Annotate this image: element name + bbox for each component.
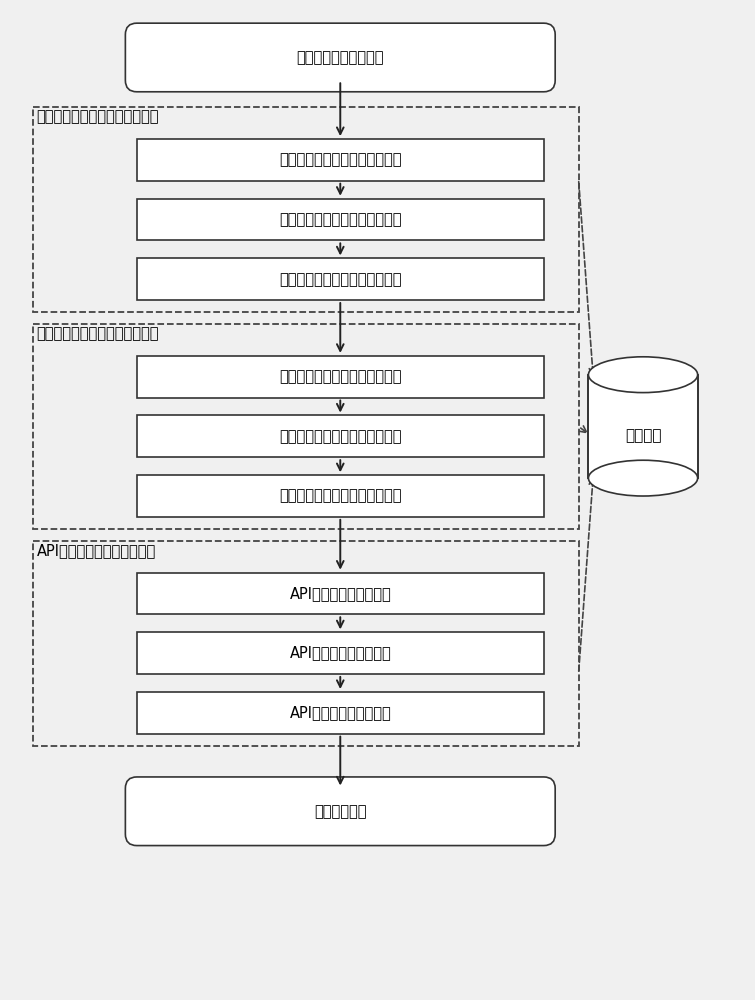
Bar — [32, 324, 578, 529]
Text: API调用层独立规则生成: API调用层独立规则生成 — [289, 586, 391, 601]
Bar — [137, 258, 544, 300]
Bar — [137, 139, 544, 181]
Bar — [137, 692, 544, 734]
Text: 独立基本抽象行为判定规则生成: 独立基本抽象行为判定规则生成 — [279, 369, 402, 384]
Ellipse shape — [588, 357, 698, 393]
FancyBboxPatch shape — [125, 777, 555, 846]
Text: 可疑基本抽象行为判定规则生成: 可疑基本抽象行为判定规则生成 — [279, 489, 402, 504]
Text: 业务抽象行为判定规则自动生成: 业务抽象行为判定规则自动生成 — [36, 109, 159, 124]
Text: 训练阶段样本数据输入: 训练阶段样本数据输入 — [297, 50, 384, 65]
Bar — [137, 356, 544, 398]
Text: 训练阶段结束: 训练阶段结束 — [314, 804, 366, 819]
FancyBboxPatch shape — [125, 23, 555, 92]
Bar — [32, 107, 578, 312]
Ellipse shape — [588, 460, 698, 496]
Bar — [137, 199, 544, 240]
Text: API调用层敏感规则生成: API调用层敏感规则生成 — [289, 646, 391, 661]
Text: API调用层判定规则自动生成: API调用层判定规则自动生成 — [36, 543, 156, 558]
Text: API调用层可疑规则生成: API调用层可疑规则生成 — [289, 705, 391, 720]
Bar — [588, 375, 698, 478]
Text: 基本抽象行为判定规则自动生成: 基本抽象行为判定规则自动生成 — [36, 326, 159, 341]
Text: 检测规则: 检测规则 — [625, 428, 661, 443]
Text: 独立业务抽象行为判定规则生成: 独立业务抽象行为判定规则生成 — [279, 152, 402, 167]
Text: 敏感业务抽象行为判定规则生成: 敏感业务抽象行为判定规则生成 — [279, 212, 402, 227]
Text: 可疑业务抽象行为判定规则生成: 可疑业务抽象行为判定规则生成 — [279, 272, 402, 287]
Bar — [32, 541, 578, 746]
Text: 敏感基本抽象行为判定规则生成: 敏感基本抽象行为判定规则生成 — [279, 429, 402, 444]
Bar — [137, 632, 544, 674]
Bar — [137, 415, 544, 457]
Bar — [137, 475, 544, 517]
Bar — [137, 573, 544, 614]
